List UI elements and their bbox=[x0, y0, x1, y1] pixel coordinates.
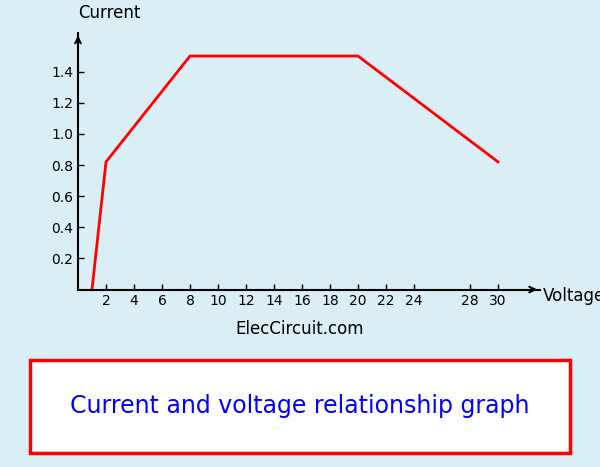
Text: Current: Current bbox=[78, 4, 140, 22]
Text: ElecCircuit.com: ElecCircuit.com bbox=[236, 320, 364, 338]
Text: Current and voltage relationship graph: Current and voltage relationship graph bbox=[70, 394, 530, 418]
Text: Voltage: Voltage bbox=[543, 287, 600, 305]
FancyBboxPatch shape bbox=[30, 360, 570, 453]
